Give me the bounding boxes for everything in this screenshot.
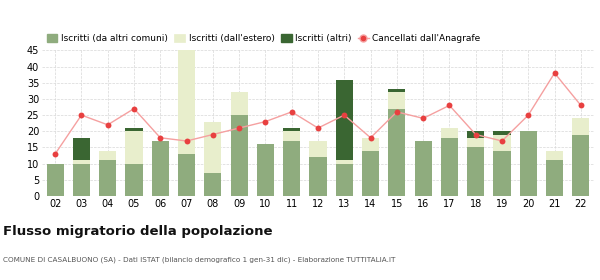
Bar — [99, 160, 116, 196]
Point — [523, 113, 533, 117]
Point — [418, 116, 428, 121]
Point — [550, 71, 559, 75]
Bar — [493, 131, 511, 134]
Bar — [178, 154, 195, 196]
Bar — [310, 157, 326, 196]
Bar — [388, 109, 406, 196]
Point — [103, 123, 113, 127]
Bar — [205, 173, 221, 196]
Point — [497, 139, 507, 143]
Point — [340, 113, 349, 117]
Bar — [99, 151, 116, 160]
Bar — [493, 151, 511, 196]
Point — [182, 139, 191, 143]
Bar — [73, 164, 90, 196]
Point — [471, 132, 481, 137]
Bar — [257, 144, 274, 196]
Bar — [441, 128, 458, 138]
Point — [129, 106, 139, 111]
Bar — [467, 148, 484, 196]
Bar — [336, 164, 353, 196]
Bar — [415, 141, 431, 196]
Bar — [125, 131, 143, 164]
Bar — [336, 160, 353, 164]
Point — [576, 103, 586, 108]
Bar — [572, 134, 589, 196]
Bar — [336, 80, 353, 160]
Point — [235, 126, 244, 130]
Point — [366, 136, 376, 140]
Point — [77, 113, 86, 117]
Point — [313, 126, 323, 130]
Bar — [283, 128, 300, 131]
Bar — [73, 138, 90, 160]
Bar — [467, 131, 484, 138]
Point — [392, 110, 401, 114]
Bar — [388, 89, 406, 92]
Bar — [230, 115, 248, 196]
Point — [208, 132, 218, 137]
Bar — [283, 141, 300, 196]
Legend: Iscritti (da altri comuni), Iscritti (dall'estero), Iscritti (altri), Cancellati: Iscritti (da altri comuni), Iscritti (da… — [47, 34, 481, 43]
Bar — [546, 160, 563, 196]
Bar — [178, 50, 195, 154]
Bar — [572, 118, 589, 134]
Bar — [310, 141, 326, 157]
Bar — [125, 128, 143, 131]
Bar — [493, 134, 511, 151]
Bar — [73, 160, 90, 164]
Bar — [546, 151, 563, 160]
Bar — [362, 138, 379, 151]
Point — [260, 119, 270, 124]
Text: Flusso migratorio della popolazione: Flusso migratorio della popolazione — [3, 225, 272, 238]
Bar — [520, 131, 537, 196]
Point — [50, 152, 60, 156]
Bar — [441, 138, 458, 196]
Bar — [230, 92, 248, 115]
Point — [155, 136, 165, 140]
Bar — [388, 92, 406, 109]
Bar — [47, 164, 64, 196]
Point — [287, 110, 296, 114]
Bar — [283, 131, 300, 141]
Point — [445, 103, 454, 108]
Bar — [205, 122, 221, 173]
Text: COMUNE DI CASALBUONO (SA) - Dati ISTAT (bilancio demografico 1 gen-31 dic) - Ela: COMUNE DI CASALBUONO (SA) - Dati ISTAT (… — [3, 256, 395, 263]
Bar — [362, 151, 379, 196]
Bar — [152, 141, 169, 196]
Bar — [467, 138, 484, 148]
Bar — [125, 164, 143, 196]
